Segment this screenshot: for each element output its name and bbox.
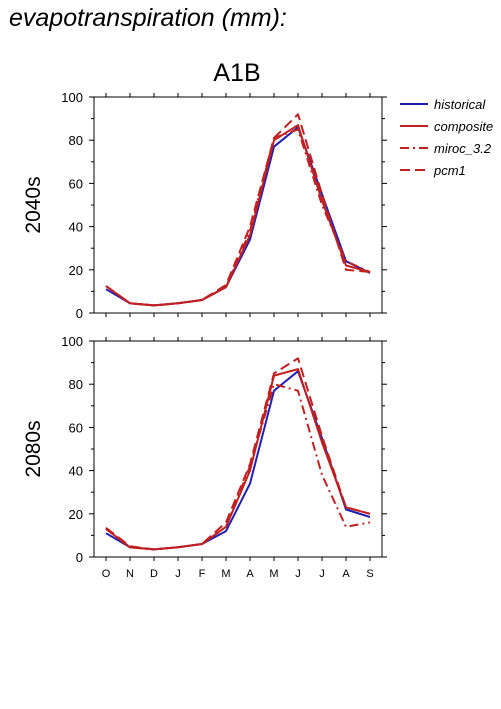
plot-frame: [93, 96, 383, 314]
panel-label-2040s: 2040s: [22, 176, 45, 233]
y-tick-label: 20: [69, 263, 83, 278]
scenario-title: A1B: [213, 59, 260, 87]
x-tick-label: M: [269, 568, 278, 580]
panel-2080s: 0 20 40 60 80 100 2080s: [22, 334, 387, 565]
y-tick-label: 60: [69, 176, 83, 191]
series-line-historical: [105, 126, 371, 307]
series-line-miroc_3.2: [105, 128, 371, 307]
y-tick-label: 0: [76, 550, 83, 565]
y-tick-label: 100: [61, 334, 83, 349]
x-tick-label: A: [246, 568, 254, 580]
y-tick-label: 100: [61, 90, 83, 105]
legend-label-composite: composite: [434, 119, 493, 134]
y-tick-label: 20: [69, 507, 83, 522]
x-tick-label: J: [319, 568, 325, 580]
x-tick-label: F: [199, 568, 206, 580]
x-tick-label: S: [366, 568, 373, 580]
panel-label-2080s: 2080s: [22, 420, 45, 477]
x-tick-label: J: [175, 568, 181, 580]
legend-label-miroc_3.2: miroc_3.2: [434, 141, 492, 156]
series-line-pcm1: [105, 357, 371, 551]
x-tick-label: O: [102, 568, 111, 580]
panel-2040s: 0 20 40 60 80 100 2040s: [22, 90, 387, 321]
y-tick-label: 60: [69, 420, 83, 435]
x-tick-label: N: [126, 568, 134, 580]
legend: historical composite miroc_3.2 pcm1: [400, 97, 493, 178]
series-line-pcm1: [105, 113, 371, 307]
x-tick-label: M: [221, 568, 230, 580]
y-tick-label: 40: [69, 464, 83, 479]
series-line-miroc_3.2: [105, 383, 371, 551]
y-tick-label: 40: [69, 220, 83, 235]
x-tick-label: A: [342, 568, 350, 580]
legend-label-historical: historical: [434, 97, 486, 112]
y-tick-label: 0: [76, 306, 83, 321]
plot-frame: [93, 340, 383, 558]
x-tick-label: J: [295, 568, 301, 580]
y-tick-label: 80: [69, 377, 83, 392]
page-title: evapotranspiration (mm):: [9, 4, 287, 32]
panels-layer: 0 20 40 60 80 100 2040s 0 20 40 60 80 100 2080s O N D J F M…: [22, 90, 387, 580]
y-tick-label: 80: [69, 133, 83, 148]
x-tick-label: D: [150, 568, 158, 580]
legend-label-pcm1: pcm1: [433, 163, 466, 178]
